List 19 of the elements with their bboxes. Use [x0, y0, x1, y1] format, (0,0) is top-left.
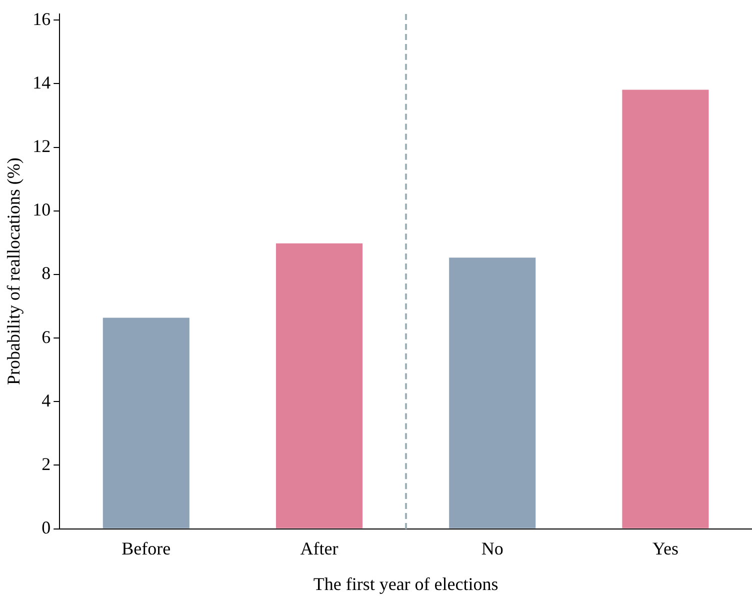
x-tick-label: After — [300, 538, 338, 558]
bar — [622, 90, 709, 528]
bar — [102, 318, 190, 528]
x-axis-title: The first year of elections — [313, 574, 498, 594]
y-tick-label: 16 — [32, 8, 51, 29]
y-tick-label: 8 — [42, 263, 51, 284]
bar — [449, 258, 536, 528]
x-tick-label: No — [481, 538, 504, 558]
y-tick-label: 2 — [42, 454, 51, 474]
y-axis-title: Probability of reallocations (%) — [4, 158, 24, 386]
y-tick-label: 4 — [42, 390, 51, 410]
y-tick-label: 6 — [42, 326, 51, 347]
y-tick-label: 14 — [32, 72, 51, 92]
y-tick-label: 0 — [42, 518, 51, 538]
x-tick-label: Before — [122, 538, 171, 558]
y-tick-label: 10 — [32, 200, 51, 220]
x-tick-label: Yes — [652, 538, 679, 558]
bar — [276, 243, 363, 528]
y-tick-label: 12 — [32, 136, 51, 156]
